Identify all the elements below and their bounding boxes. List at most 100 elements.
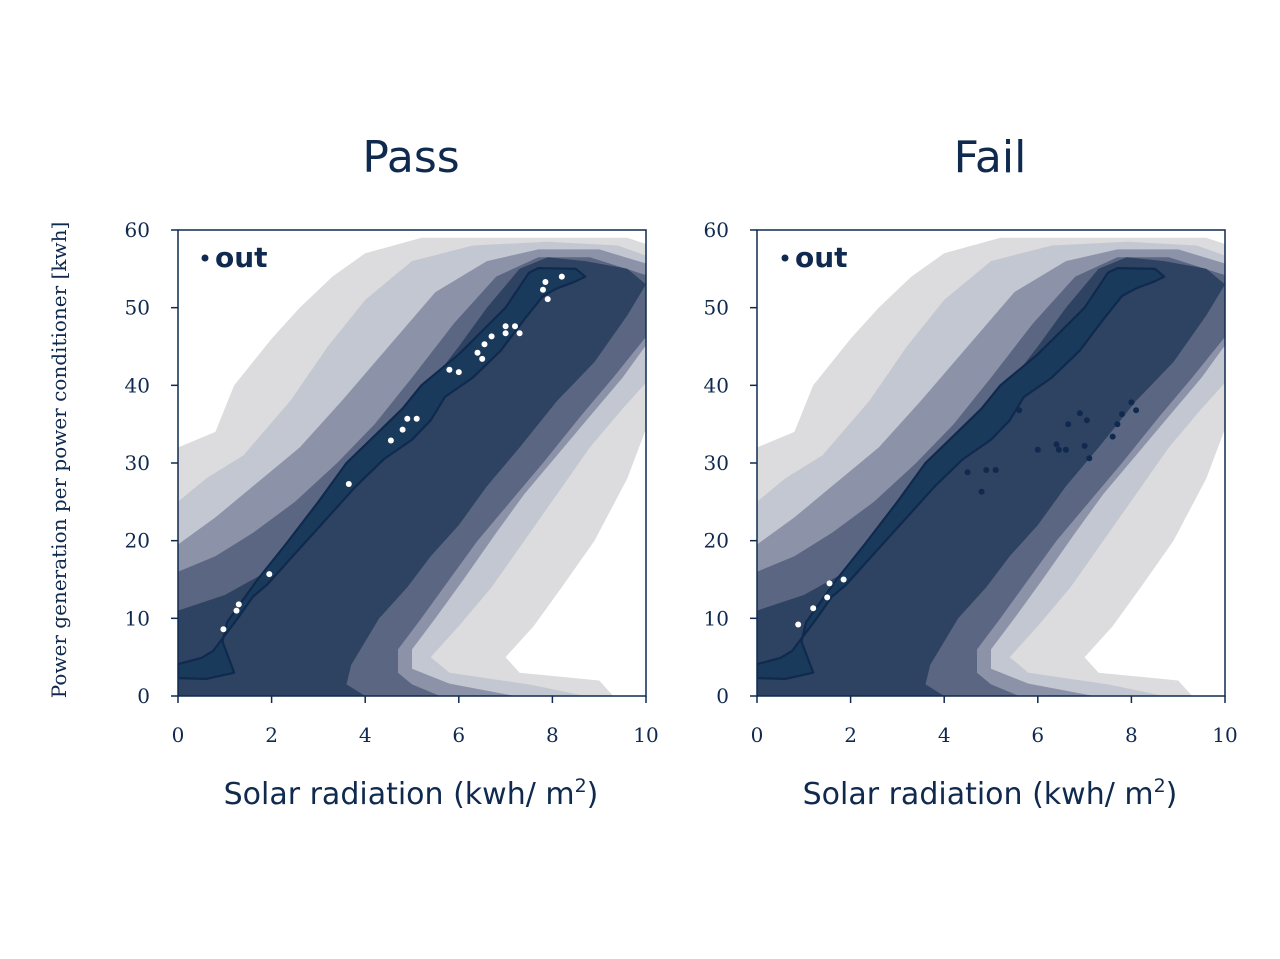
pass-x-tick-label: 10 bbox=[633, 723, 658, 747]
pass-x-axis-label: Solar radiation (kwh/ m2) bbox=[224, 775, 599, 812]
fail-x-tick-label: 10 bbox=[1212, 723, 1237, 747]
fail-point bbox=[1076, 410, 1083, 417]
fail-point bbox=[1062, 446, 1069, 453]
fail-x-tick-label: 6 bbox=[1031, 723, 1044, 747]
fail-y-tick-label: 0 bbox=[716, 684, 729, 708]
pass-point bbox=[542, 279, 549, 285]
pass-point bbox=[512, 323, 518, 330]
y-axis-label: Power generation per power conditioner [… bbox=[47, 222, 71, 699]
pass-point bbox=[488, 333, 495, 340]
fail-x-axis-label-main: Solar radiation (kwh/ m bbox=[803, 777, 1154, 812]
pass-ridge-contour bbox=[178, 267, 587, 680]
pass-point bbox=[266, 571, 273, 578]
fail-legend-marker bbox=[781, 254, 789, 262]
fail-point bbox=[810, 605, 817, 612]
fail-point bbox=[992, 467, 999, 473]
pass-x-tick-label: 4 bbox=[359, 723, 372, 747]
fail-legend-label: out bbox=[795, 241, 848, 274]
pass-y-tick-label: 50 bbox=[125, 296, 150, 320]
fail-density-contours bbox=[757, 237, 1225, 696]
fail-point bbox=[1114, 421, 1121, 428]
pass-point bbox=[481, 341, 488, 348]
fail-point bbox=[826, 580, 833, 587]
pass-point bbox=[387, 437, 394, 444]
fail-point bbox=[1034, 446, 1041, 453]
fail-legend: out bbox=[781, 241, 848, 274]
pass-legend: out bbox=[201, 241, 268, 274]
pass-x-axis-label-tail: ) bbox=[587, 777, 599, 812]
fail-x-tick-label: 4 bbox=[938, 723, 951, 747]
fail-y-tick-label: 20 bbox=[704, 529, 729, 553]
pass-x-tick-label: 2 bbox=[265, 723, 278, 747]
pass-legend-marker bbox=[201, 254, 209, 262]
pass-point bbox=[474, 349, 481, 356]
pass-point bbox=[233, 607, 240, 614]
pass-y-tick-label: 40 bbox=[125, 373, 150, 397]
pass-y-tick-label: 60 bbox=[125, 218, 150, 242]
pass-y-tick-label: 30 bbox=[125, 451, 150, 475]
fail-point bbox=[1133, 407, 1140, 414]
pass-point bbox=[404, 415, 411, 422]
pass-point bbox=[455, 369, 462, 376]
pass-x-tick-label: 0 bbox=[172, 723, 185, 747]
pass-point bbox=[540, 286, 546, 293]
fail-point bbox=[964, 469, 971, 476]
pass-point bbox=[516, 330, 523, 337]
fail-title: Fail bbox=[954, 132, 1027, 183]
pass-point bbox=[479, 355, 486, 362]
fail-point bbox=[1053, 441, 1060, 448]
pass-point bbox=[399, 426, 406, 433]
fail-point bbox=[983, 467, 990, 473]
fail-point bbox=[1128, 399, 1135, 406]
fail-point bbox=[824, 594, 831, 601]
fail-core-contour bbox=[757, 267, 1166, 680]
fail-x-axis-label: Solar radiation (kwh/ m2) bbox=[803, 775, 1178, 812]
pass-point bbox=[502, 323, 509, 330]
pass-point bbox=[558, 273, 565, 280]
pass-x-tick-label: 6 bbox=[452, 723, 465, 747]
fail-y-tick-label: 10 bbox=[704, 606, 729, 630]
fail-point bbox=[978, 488, 985, 495]
pass-contour-band-5 bbox=[178, 257, 646, 696]
pass-x-tick-label: 8 bbox=[546, 723, 559, 747]
pass-point bbox=[345, 481, 352, 487]
pass-x-axis-label-sup: 2 bbox=[575, 775, 587, 797]
pass-points bbox=[220, 273, 565, 633]
fail-point bbox=[840, 576, 847, 583]
fail-x-tick-label: 2 bbox=[844, 723, 857, 747]
fail-point bbox=[1016, 407, 1023, 414]
pass-y-tick-label: 0 bbox=[137, 684, 150, 708]
fail-panel: Fail 0 2 4 6 8 10 0 10 20 30 40 50 60 out Solar rad… bbox=[704, 132, 1238, 812]
fail-x-tick-label: 8 bbox=[1125, 723, 1138, 747]
fail-point bbox=[1109, 433, 1116, 440]
fail-point bbox=[1055, 446, 1062, 453]
pass-point bbox=[502, 330, 509, 337]
pass-core-contour bbox=[178, 267, 587, 680]
pass-point bbox=[220, 626, 227, 633]
fail-x-tick-label: 0 bbox=[751, 723, 764, 747]
pass-point bbox=[413, 415, 420, 422]
pass-point bbox=[446, 366, 453, 373]
fail-point bbox=[1119, 411, 1125, 418]
pass-x-axis-label-main: Solar radiation (kwh/ m bbox=[224, 777, 575, 812]
pass-point bbox=[235, 601, 242, 608]
pass-panel: Pass 0 2 4 6 8 10 0 10 20 30 40 50 60 out Solar rad… bbox=[125, 132, 659, 812]
fail-point bbox=[795, 621, 802, 628]
pass-y-ticks: 0 10 20 30 40 50 60 bbox=[125, 218, 178, 708]
fail-x-axis-label-sup: 2 bbox=[1154, 775, 1166, 797]
fail-y-ticks: 0 10 20 30 40 50 60 bbox=[704, 218, 757, 708]
fail-points bbox=[795, 399, 1140, 628]
fail-point bbox=[1065, 421, 1072, 428]
pass-point bbox=[544, 296, 551, 303]
fail-point bbox=[1081, 442, 1088, 449]
pass-title: Pass bbox=[362, 132, 459, 183]
fail-x-ticks: 0 2 4 6 8 10 bbox=[751, 696, 1238, 747]
pass-legend-label: out bbox=[215, 241, 268, 274]
fail-x-axis-label-tail: ) bbox=[1166, 777, 1178, 812]
pass-x-ticks: 0 2 4 6 8 10 bbox=[172, 696, 659, 747]
fail-y-tick-label: 50 bbox=[704, 296, 729, 320]
fail-point bbox=[1083, 417, 1090, 424]
pass-density-contours bbox=[178, 237, 646, 696]
fail-ridge-contour bbox=[757, 267, 1166, 680]
